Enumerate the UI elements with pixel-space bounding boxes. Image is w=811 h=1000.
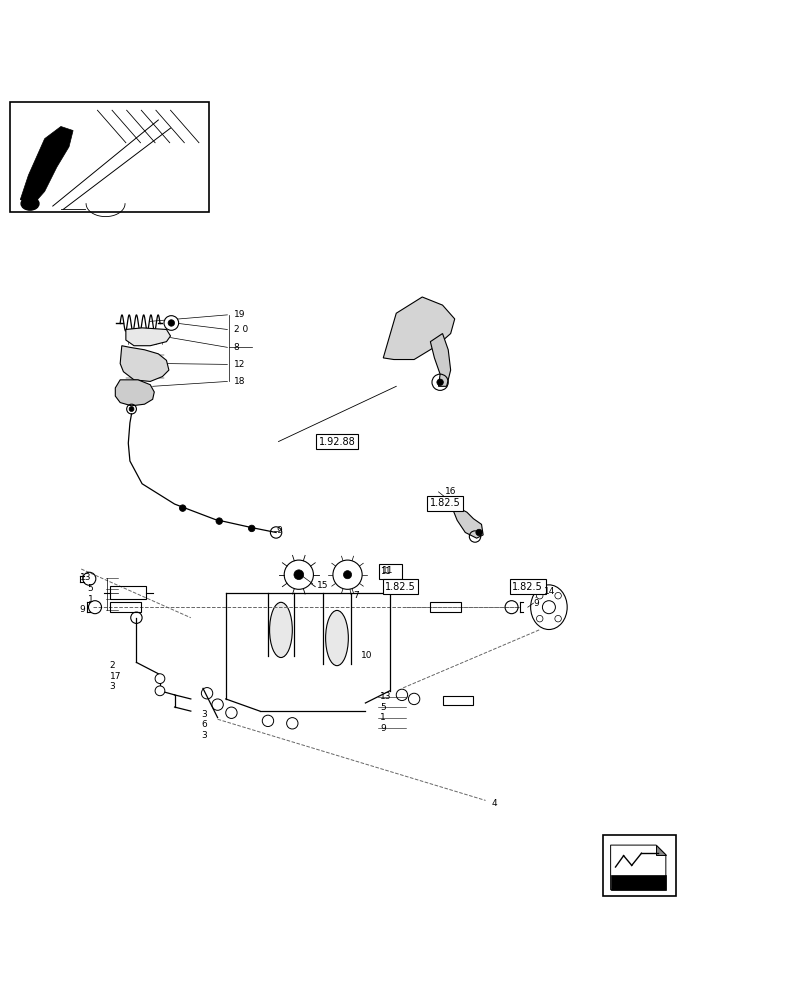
Circle shape [436,379,443,386]
Polygon shape [450,504,483,538]
Text: 1: 1 [88,595,93,604]
Circle shape [475,529,482,536]
Text: 9: 9 [533,599,539,608]
Text: 1.92.88: 1.92.88 [318,437,355,447]
Bar [110,602,141,612]
Text: 11: 11 [380,567,390,576]
Text: 13: 13 [380,692,391,701]
Text: 3: 3 [201,731,207,740]
Circle shape [155,686,165,696]
Circle shape [129,407,134,411]
Polygon shape [383,297,454,360]
Text: 9: 9 [79,605,85,614]
Circle shape [536,615,543,622]
Circle shape [164,316,178,330]
Text: 19: 19 [234,310,245,319]
Circle shape [216,518,222,524]
Circle shape [179,505,186,511]
Circle shape [343,571,351,579]
Ellipse shape [269,602,292,658]
Text: 14: 14 [543,587,555,596]
Ellipse shape [325,610,348,666]
Text: 12: 12 [234,360,245,369]
Text: 1.82.5: 1.82.5 [429,498,460,508]
Text: 2 0: 2 0 [234,325,248,334]
Bar [10,102,208,212]
Circle shape [333,560,362,589]
Bar [442,696,473,705]
Circle shape [554,615,560,622]
Polygon shape [115,380,154,406]
Text: 3: 3 [109,682,115,691]
Text: 5: 5 [88,584,93,593]
Bar [379,564,401,579]
Text: 9: 9 [380,724,385,733]
Text: 15: 15 [316,581,328,590]
Polygon shape [610,875,665,890]
Circle shape [248,525,255,532]
Text: 3: 3 [201,710,207,719]
Polygon shape [610,845,665,890]
Circle shape [294,570,303,580]
Polygon shape [655,845,665,855]
Text: 13: 13 [79,573,91,582]
Circle shape [536,592,543,599]
Text: 18: 18 [234,377,245,386]
Text: 11: 11 [381,566,393,575]
Bar [430,602,461,612]
Circle shape [542,601,555,614]
Polygon shape [120,346,169,381]
Circle shape [168,320,174,326]
Ellipse shape [21,197,39,210]
Text: 1.82.5: 1.82.5 [512,582,543,592]
Text: 9: 9 [276,526,281,535]
Circle shape [155,674,165,684]
Text: 5: 5 [380,703,385,712]
Text: 4: 4 [491,799,496,808]
Text: 7: 7 [353,591,358,600]
Text: 2: 2 [109,661,115,670]
Polygon shape [126,328,170,346]
Polygon shape [20,126,73,205]
Bar [602,835,675,896]
Text: 8: 8 [234,343,239,352]
Text: 1.82.5: 1.82.5 [384,582,415,592]
Polygon shape [430,334,450,386]
Text: 10: 10 [361,651,372,660]
Text: 16: 16 [444,487,456,496]
Ellipse shape [530,585,566,630]
Text: 17: 17 [109,672,121,681]
Text: 6: 6 [201,720,207,729]
Text: 1: 1 [380,713,385,722]
Circle shape [554,592,560,599]
Bar [110,586,146,599]
